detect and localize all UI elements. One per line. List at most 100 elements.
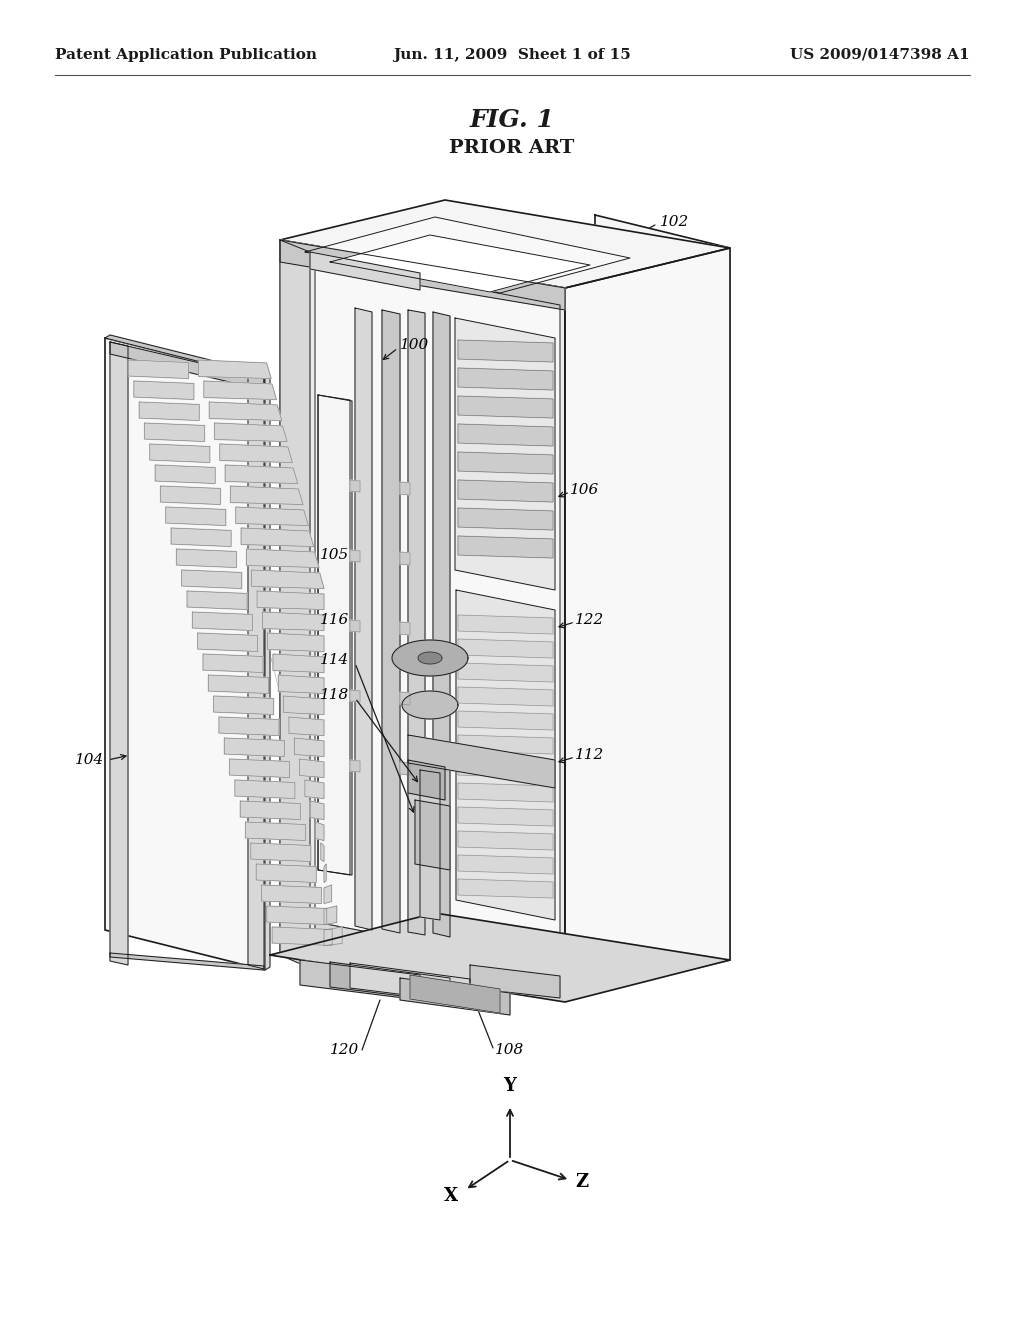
Text: Jun. 11, 2009  Sheet 1 of 15: Jun. 11, 2009 Sheet 1 of 15: [393, 48, 631, 62]
Polygon shape: [315, 921, 560, 1001]
Polygon shape: [350, 690, 360, 702]
Polygon shape: [310, 252, 420, 290]
Text: 112: 112: [575, 748, 604, 762]
Polygon shape: [418, 652, 442, 664]
Polygon shape: [350, 964, 470, 1003]
Text: 114: 114: [319, 653, 349, 667]
Polygon shape: [224, 738, 285, 756]
Text: Z: Z: [575, 1173, 588, 1191]
Polygon shape: [261, 884, 322, 903]
Polygon shape: [280, 240, 310, 968]
Polygon shape: [272, 927, 332, 945]
Polygon shape: [458, 341, 553, 362]
Polygon shape: [279, 675, 324, 693]
Polygon shape: [199, 360, 271, 379]
Polygon shape: [270, 913, 730, 1002]
Polygon shape: [400, 978, 510, 1015]
Polygon shape: [273, 653, 324, 672]
Polygon shape: [219, 717, 279, 735]
Polygon shape: [458, 451, 553, 474]
Polygon shape: [257, 591, 324, 610]
Polygon shape: [458, 368, 553, 389]
Polygon shape: [246, 822, 305, 841]
Polygon shape: [150, 444, 210, 462]
Text: 122: 122: [575, 612, 604, 627]
Polygon shape: [280, 240, 565, 1001]
Text: 116: 116: [319, 612, 349, 627]
Polygon shape: [408, 735, 555, 788]
Polygon shape: [252, 570, 324, 589]
Polygon shape: [318, 395, 350, 875]
Polygon shape: [350, 760, 360, 772]
Text: 102: 102: [660, 215, 689, 228]
Polygon shape: [458, 615, 553, 634]
Text: 108: 108: [495, 1043, 524, 1057]
Polygon shape: [203, 653, 263, 672]
Polygon shape: [267, 634, 324, 652]
Polygon shape: [330, 235, 590, 292]
Text: Y: Y: [504, 1077, 516, 1096]
Polygon shape: [187, 591, 247, 610]
Polygon shape: [284, 696, 324, 714]
Polygon shape: [110, 953, 264, 970]
Text: FIG. 1: FIG. 1: [470, 108, 554, 132]
Polygon shape: [105, 338, 265, 970]
Polygon shape: [225, 465, 298, 483]
Text: X: X: [443, 1187, 458, 1205]
Polygon shape: [400, 692, 410, 705]
Text: US 2009/0147398 A1: US 2009/0147398 A1: [791, 48, 970, 62]
Polygon shape: [595, 215, 730, 960]
Polygon shape: [256, 865, 316, 883]
Polygon shape: [408, 310, 425, 935]
Polygon shape: [458, 807, 553, 826]
Polygon shape: [208, 675, 268, 693]
Polygon shape: [229, 759, 290, 777]
Polygon shape: [324, 865, 327, 883]
Polygon shape: [456, 590, 555, 920]
Polygon shape: [267, 906, 327, 924]
Polygon shape: [305, 216, 630, 293]
Polygon shape: [455, 318, 555, 590]
Polygon shape: [400, 482, 410, 495]
Polygon shape: [400, 762, 410, 775]
Polygon shape: [433, 312, 450, 937]
Polygon shape: [156, 465, 215, 483]
Polygon shape: [458, 686, 553, 706]
Polygon shape: [129, 360, 188, 379]
Polygon shape: [350, 620, 360, 632]
Polygon shape: [321, 843, 324, 862]
Polygon shape: [324, 884, 332, 903]
Polygon shape: [110, 342, 264, 389]
Polygon shape: [458, 663, 553, 682]
Polygon shape: [458, 832, 553, 850]
Polygon shape: [458, 735, 553, 754]
Polygon shape: [144, 422, 205, 441]
Polygon shape: [300, 759, 324, 777]
Polygon shape: [458, 879, 553, 898]
Polygon shape: [315, 257, 560, 968]
Polygon shape: [139, 403, 200, 421]
Polygon shape: [458, 855, 553, 874]
Polygon shape: [241, 801, 300, 820]
Polygon shape: [248, 375, 264, 969]
Polygon shape: [315, 822, 324, 841]
Polygon shape: [458, 783, 553, 803]
Text: 104: 104: [75, 752, 104, 767]
Polygon shape: [247, 549, 318, 568]
Polygon shape: [280, 240, 565, 310]
Polygon shape: [408, 760, 445, 800]
Polygon shape: [318, 395, 352, 875]
Polygon shape: [420, 770, 440, 920]
Polygon shape: [204, 381, 276, 400]
Polygon shape: [410, 975, 500, 1012]
Polygon shape: [400, 552, 410, 565]
Polygon shape: [458, 508, 553, 531]
Polygon shape: [176, 549, 237, 568]
Polygon shape: [220, 444, 293, 462]
Polygon shape: [265, 375, 270, 970]
Polygon shape: [305, 780, 324, 799]
Polygon shape: [330, 962, 450, 1002]
Polygon shape: [198, 634, 258, 652]
Polygon shape: [402, 690, 458, 719]
Text: 105: 105: [319, 548, 349, 562]
